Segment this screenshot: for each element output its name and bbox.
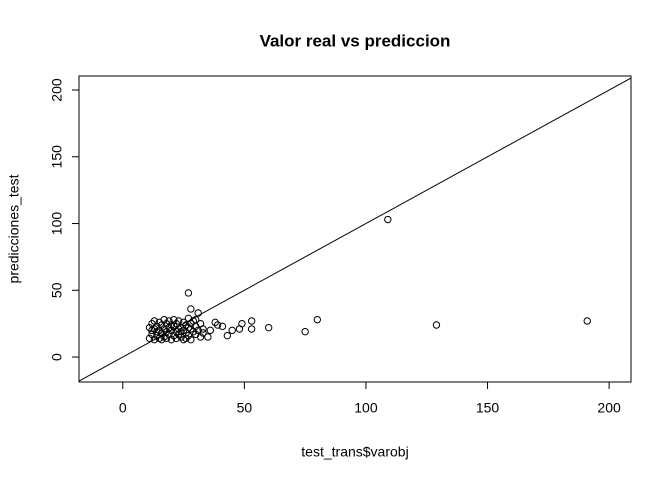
point (223, 331, 232, 340)
point (264, 323, 273, 332)
point (184, 289, 193, 297)
point (175, 317, 183, 325)
x-tick-label: 50 (237, 400, 253, 416)
point (187, 335, 195, 344)
point (172, 334, 180, 343)
point (301, 327, 309, 336)
y-axis-label: predicciones_test (6, 174, 22, 283)
point (167, 335, 176, 344)
point (432, 321, 441, 329)
point (153, 322, 161, 331)
point (384, 215, 392, 224)
point (160, 315, 168, 324)
point (170, 315, 178, 324)
point (247, 325, 256, 333)
y-tick-label: 0 (49, 353, 65, 361)
x-axis-label: test_trans$varobj (301, 444, 408, 460)
y-tick-label: 50 (49, 282, 65, 298)
point (199, 329, 207, 337)
x-tick-label: 0 (119, 400, 127, 416)
point (192, 315, 200, 324)
y-tick-label: 200 (49, 78, 65, 102)
point (211, 318, 219, 327)
chart-title: Valor real vs prediccion (260, 31, 451, 50)
point (187, 305, 195, 313)
point (194, 309, 202, 317)
point (145, 334, 154, 343)
x-tick-label: 150 (476, 400, 500, 416)
point (313, 315, 322, 324)
point (235, 325, 244, 333)
x-tick-label: 200 (597, 400, 621, 416)
point (162, 334, 171, 343)
point (196, 319, 205, 328)
point (165, 317, 173, 325)
point (218, 322, 227, 331)
point (206, 326, 215, 335)
x-tick-label: 100 (354, 400, 378, 416)
point (204, 333, 212, 341)
point (184, 331, 193, 340)
point (150, 335, 159, 344)
y-tick-label: 150 (49, 145, 65, 169)
point (247, 317, 256, 325)
point (196, 333, 205, 341)
point (583, 317, 591, 325)
point (228, 326, 236, 335)
y-tick-label: 100 (49, 212, 65, 236)
